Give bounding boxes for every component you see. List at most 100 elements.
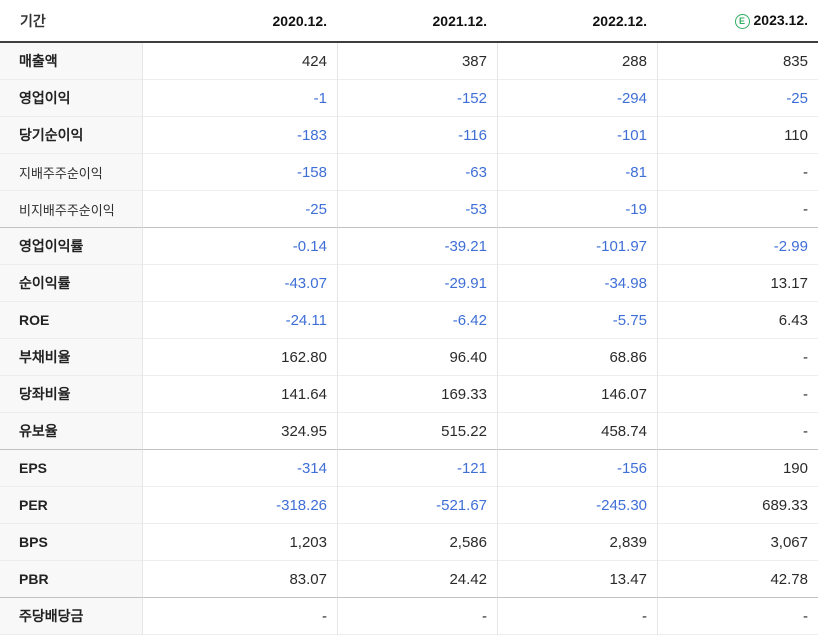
value-cell: -101.97: [497, 228, 657, 265]
value-cell: -183: [143, 117, 337, 154]
value-cell: 68.86: [497, 339, 657, 376]
column-header-2020-12: 2020.12.: [143, 0, 337, 43]
value-cell: 3,067: [657, 524, 818, 561]
row-label: 당기순이익: [0, 117, 143, 154]
value-cell: 689.33: [657, 487, 818, 524]
estimate-period-label: 2023.12.: [753, 12, 809, 28]
value-cell: -29.91: [337, 265, 497, 302]
value-cell: -19: [497, 191, 657, 228]
row-label: PBR: [0, 561, 143, 598]
row-label: 유보율: [0, 413, 143, 450]
value-cell: 1,203: [143, 524, 337, 561]
value-cell: -53: [337, 191, 497, 228]
value-cell: 324.95: [143, 413, 337, 450]
period-column-header: 기간: [0, 0, 143, 43]
table-row: 주당배당금 - - - -: [0, 598, 818, 635]
value-cell: -: [657, 598, 818, 635]
value-cell: 6.43: [657, 302, 818, 339]
value-cell: -5.75: [497, 302, 657, 339]
row-label: 비지배주주순이익: [0, 191, 143, 228]
row-label: PER: [0, 487, 143, 524]
value-cell: -: [497, 598, 657, 635]
table-body: 매출액 424 387 288 835 영업이익 -1 -152 -294 -25 당기순이익 -18…: [0, 43, 818, 635]
value-cell: 169.33: [337, 376, 497, 413]
value-cell: -39.21: [337, 228, 497, 265]
value-cell: 515.22: [337, 413, 497, 450]
value-cell: 2,839: [497, 524, 657, 561]
row-label: 지배주주순이익: [0, 154, 143, 191]
value-cell: 141.64: [143, 376, 337, 413]
table-row: BPS 1,203 2,586 2,839 3,067: [0, 524, 818, 561]
value-cell: 387: [337, 43, 497, 80]
row-label: BPS: [0, 524, 143, 561]
row-label: 당좌비율: [0, 376, 143, 413]
row-label: EPS: [0, 450, 143, 487]
value-cell: -0.14: [143, 228, 337, 265]
value-cell: -43.07: [143, 265, 337, 302]
value-cell: 2,586: [337, 524, 497, 561]
row-label: 영업이익: [0, 80, 143, 117]
table-row: PBR 83.07 24.42 13.47 42.78: [0, 561, 818, 598]
value-cell: -: [143, 598, 337, 635]
table-row: 당좌비율 141.64 169.33 146.07-: [0, 376, 818, 413]
value-cell: -121: [337, 450, 497, 487]
table-row: 영업이익 -1 -152 -294 -25: [0, 80, 818, 117]
table-row: 지배주주순이익 -158 -63 -81-: [0, 154, 818, 191]
value-cell: -294: [497, 80, 657, 117]
value-cell: -101: [497, 117, 657, 154]
value-cell: -158: [143, 154, 337, 191]
table-row: EPS -314 -121 -156 190: [0, 450, 818, 487]
value-cell: -: [657, 376, 818, 413]
value-cell: -25: [143, 191, 337, 228]
value-cell: -: [657, 191, 818, 228]
row-label: 순이익률: [0, 265, 143, 302]
column-header-2022-12: 2022.12.: [497, 0, 657, 43]
table-row: 순이익률 -43.07 -29.91 -34.98 13.17: [0, 265, 818, 302]
value-cell: 110: [657, 117, 818, 154]
value-cell: 96.40: [337, 339, 497, 376]
value-cell: 13.47: [497, 561, 657, 598]
table-row: 매출액 424 387 288 835: [0, 43, 818, 80]
column-header-2023-12-estimate: E 2023.12.: [657, 0, 818, 43]
table-row: ROE -24.11 -6.42 -5.75 6.43: [0, 302, 818, 339]
row-label: 매출액: [0, 43, 143, 80]
value-cell: 424: [143, 43, 337, 80]
estimate-icon: E: [734, 14, 750, 29]
value-cell: -116: [337, 117, 497, 154]
value-cell: 42.78: [657, 561, 818, 598]
column-header-2021-12: 2021.12.: [337, 0, 497, 43]
value-cell: -34.98: [497, 265, 657, 302]
value-cell: 162.80: [143, 339, 337, 376]
value-cell: 835: [657, 43, 818, 80]
table-row: 비지배주주순이익 -25 -53 -19-: [0, 191, 818, 228]
table-row: 영업이익률 -0.14 -39.21 -101.97 -2.99: [0, 228, 818, 265]
value-cell: 13.17: [657, 265, 818, 302]
row-label: ROE: [0, 302, 143, 339]
value-cell: -152: [337, 80, 497, 117]
value-cell: -1: [143, 80, 337, 117]
value-cell: 146.07: [497, 376, 657, 413]
value-cell: 458.74: [497, 413, 657, 450]
value-cell: -314: [143, 450, 337, 487]
table-header-row: 기간 2020.12. 2021.12. 2022.12. E 2023.12.: [0, 0, 818, 43]
value-cell: 24.42: [337, 561, 497, 598]
value-cell: -: [337, 598, 497, 635]
value-cell: -25: [657, 80, 818, 117]
value-cell: -318.26: [143, 487, 337, 524]
table-row: 유보율 324.95 515.22 458.74-: [0, 413, 818, 450]
value-cell: -: [657, 154, 818, 191]
row-label: 주당배당금: [0, 598, 143, 635]
value-cell: -63: [337, 154, 497, 191]
value-cell: -521.67: [337, 487, 497, 524]
value-cell: -: [657, 339, 818, 376]
value-cell: 190: [657, 450, 818, 487]
row-label: 부채비율: [0, 339, 143, 376]
value-cell: -156: [497, 450, 657, 487]
value-cell: -81: [497, 154, 657, 191]
value-cell: -24.11: [143, 302, 337, 339]
table-row: 당기순이익 -183 -116 -101 110: [0, 117, 818, 154]
row-label: 영업이익률: [0, 228, 143, 265]
value-cell: -6.42: [337, 302, 497, 339]
table-row: 부채비율 162.80 96.40 68.86-: [0, 339, 818, 376]
